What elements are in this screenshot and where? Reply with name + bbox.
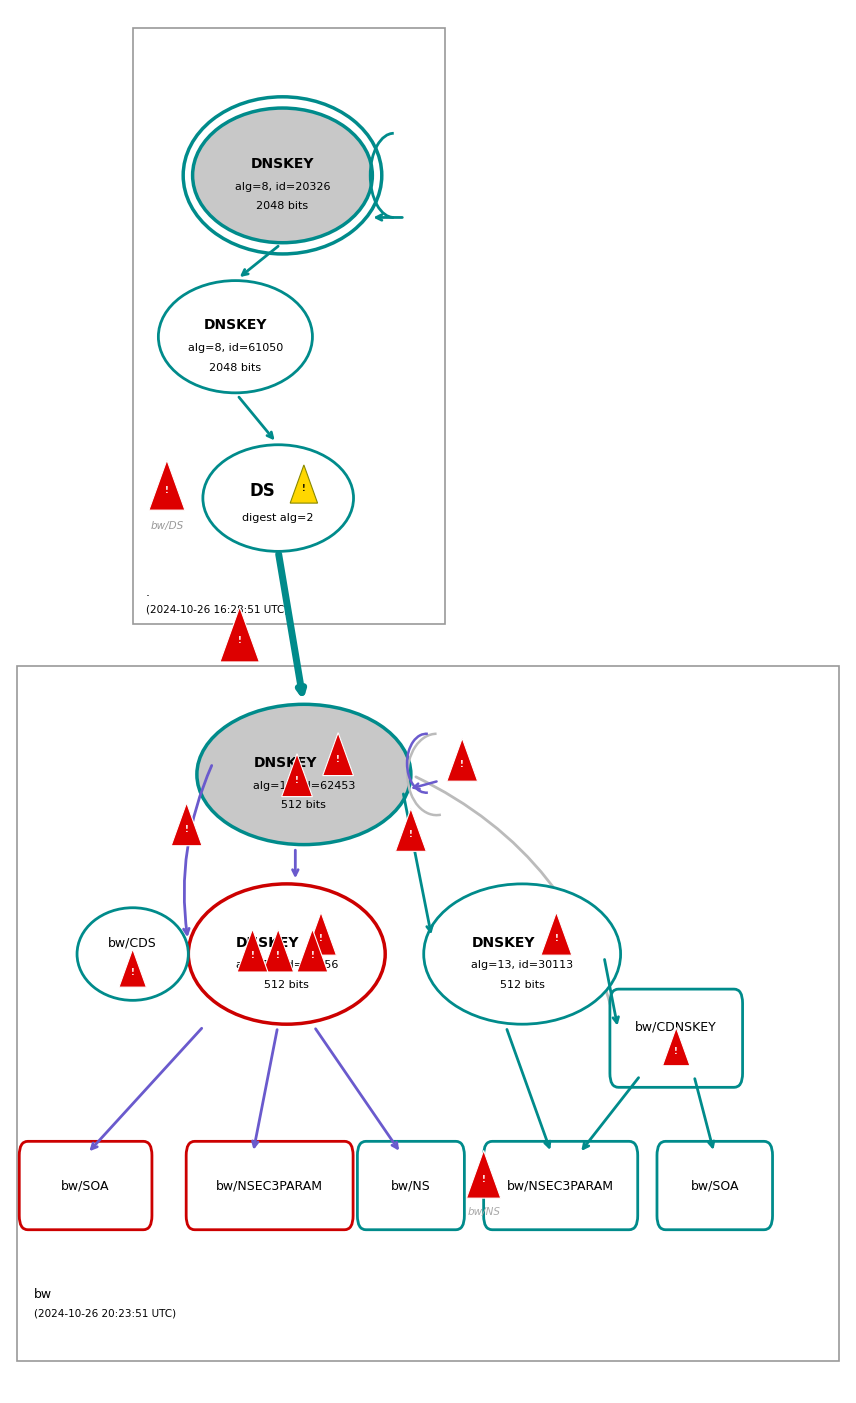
Ellipse shape	[77, 908, 188, 1000]
Polygon shape	[467, 1150, 501, 1198]
Polygon shape	[395, 808, 426, 852]
Text: !: !	[311, 951, 314, 960]
Text: DS: DS	[250, 483, 276, 499]
Text: !: !	[555, 934, 558, 943]
FancyBboxPatch shape	[17, 666, 839, 1361]
Text: bw/SOA: bw/SOA	[62, 1179, 110, 1193]
Text: bw/DS: bw/DS	[151, 521, 183, 532]
FancyBboxPatch shape	[187, 1142, 353, 1229]
Text: !: !	[409, 831, 413, 839]
Polygon shape	[447, 738, 478, 781]
Text: 512 bits: 512 bits	[282, 800, 326, 811]
Text: alg=13, id=62453: alg=13, id=62453	[253, 780, 355, 791]
Text: bw/CDNSKEY: bw/CDNSKEY	[635, 1020, 717, 1034]
Ellipse shape	[197, 704, 411, 845]
Text: bw/NS: bw/NS	[467, 1207, 500, 1218]
FancyBboxPatch shape	[358, 1142, 464, 1229]
Text: (2024-10-26 16:28:51 UTC): (2024-10-26 16:28:51 UTC)	[146, 605, 288, 615]
Text: 2048 bits: 2048 bits	[210, 362, 261, 373]
Text: alg=13, id=30113: alg=13, id=30113	[471, 960, 574, 971]
Text: !: !	[482, 1176, 485, 1184]
Text: bw/SOA: bw/SOA	[691, 1179, 739, 1193]
Text: DNSKEY: DNSKEY	[236, 936, 300, 950]
FancyBboxPatch shape	[657, 1142, 772, 1229]
FancyBboxPatch shape	[609, 989, 742, 1087]
Text: DNSKEY: DNSKEY	[204, 318, 267, 333]
Ellipse shape	[193, 108, 372, 243]
Text: alg=8, id=20326: alg=8, id=20326	[235, 181, 330, 192]
Text: .: .	[146, 586, 150, 599]
Polygon shape	[290, 464, 318, 504]
Text: !: !	[185, 825, 188, 833]
Text: DNSKEY: DNSKEY	[253, 756, 317, 770]
Ellipse shape	[188, 884, 385, 1024]
Ellipse shape	[424, 884, 621, 1024]
Polygon shape	[663, 1027, 690, 1066]
Text: !: !	[295, 776, 299, 784]
Text: alg=13, id=19256: alg=13, id=19256	[235, 960, 338, 971]
Polygon shape	[237, 929, 268, 972]
Text: DNSKEY: DNSKEY	[472, 936, 535, 950]
Text: !: !	[131, 968, 134, 976]
Polygon shape	[323, 732, 354, 776]
FancyBboxPatch shape	[133, 28, 445, 624]
Ellipse shape	[203, 445, 354, 551]
Polygon shape	[297, 929, 328, 972]
Polygon shape	[282, 753, 312, 797]
Text: bw: bw	[34, 1288, 52, 1301]
Polygon shape	[263, 929, 294, 972]
Polygon shape	[306, 912, 336, 955]
Text: bw/NS: bw/NS	[391, 1179, 431, 1193]
Text: (2024-10-26 20:23:51 UTC): (2024-10-26 20:23:51 UTC)	[34, 1309, 176, 1319]
Text: !: !	[238, 637, 241, 645]
Polygon shape	[149, 460, 185, 511]
Text: !: !	[319, 934, 323, 943]
Text: DNSKEY: DNSKEY	[251, 157, 314, 171]
Text: 2048 bits: 2048 bits	[257, 201, 308, 212]
Text: !: !	[336, 755, 340, 763]
Polygon shape	[541, 912, 572, 955]
Polygon shape	[119, 948, 146, 988]
Text: !: !	[302, 484, 306, 492]
Text: !: !	[251, 951, 254, 960]
Text: bw/NSEC3PARAM: bw/NSEC3PARAM	[507, 1179, 615, 1193]
Text: !: !	[461, 760, 464, 769]
Text: bw/CDS: bw/CDS	[109, 936, 157, 950]
Text: 512 bits: 512 bits	[500, 979, 544, 991]
Text: !: !	[165, 487, 169, 495]
Text: 512 bits: 512 bits	[265, 979, 309, 991]
Text: bw/NSEC3PARAM: bw/NSEC3PARAM	[216, 1179, 323, 1193]
Text: alg=8, id=61050: alg=8, id=61050	[187, 342, 283, 354]
Polygon shape	[171, 803, 202, 846]
Text: !: !	[276, 951, 280, 960]
Text: !: !	[675, 1047, 678, 1055]
Ellipse shape	[158, 281, 312, 393]
FancyBboxPatch shape	[20, 1142, 152, 1229]
FancyBboxPatch shape	[484, 1142, 638, 1229]
Text: digest alg=2: digest alg=2	[242, 512, 314, 523]
Polygon shape	[220, 607, 259, 662]
